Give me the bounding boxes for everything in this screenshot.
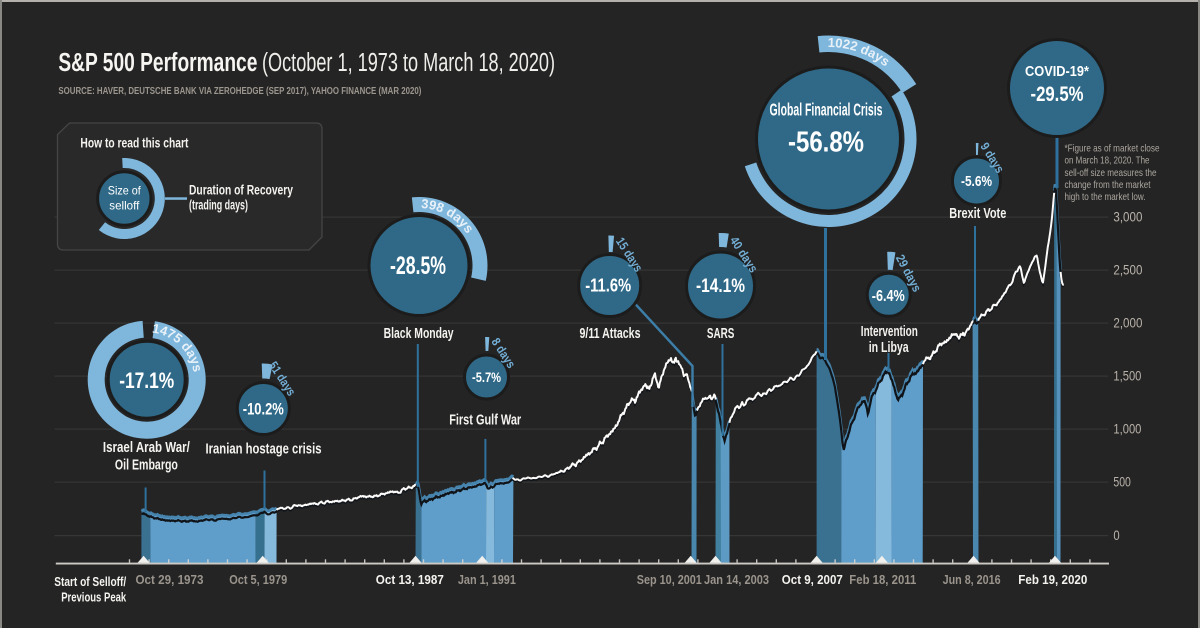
svg-text:-28.5%: -28.5% bbox=[390, 252, 446, 280]
svg-text:-10.2%: -10.2% bbox=[243, 401, 284, 419]
svg-text:Size of: Size of bbox=[108, 183, 142, 197]
svg-text:Oct 29, 1973: Oct 29, 1973 bbox=[136, 572, 204, 587]
svg-text:-11.6%: -11.6% bbox=[585, 276, 631, 296]
svg-text:S&P 500 Performance: S&P 500 Performance bbox=[58, 49, 257, 77]
svg-text:Oct 9, 2007: Oct 9, 2007 bbox=[782, 572, 843, 587]
svg-text:500: 500 bbox=[1113, 474, 1131, 489]
svg-text:in Libya: in Libya bbox=[869, 340, 910, 356]
svg-text:SOURCE: HAVER, DEUTSCHE BANK V: SOURCE: HAVER, DEUTSCHE BANK VIA ZEROHED… bbox=[58, 85, 421, 97]
svg-text:(October 1, 1973 to March 18,: (October 1, 1973 to March 18, 2020) bbox=[262, 49, 555, 77]
svg-text:0: 0 bbox=[1113, 528, 1119, 543]
svg-text:Jan 14, 2003: Jan 14, 2003 bbox=[704, 572, 769, 587]
svg-text:-56.8%: -56.8% bbox=[788, 127, 864, 159]
svg-text:Feb 18, 2011: Feb 18, 2011 bbox=[849, 572, 916, 587]
svg-text:sell-off size measures the: sell-off size measures the bbox=[1065, 167, 1157, 179]
svg-text:3,000: 3,000 bbox=[1113, 209, 1142, 224]
svg-text:change from the market: change from the market bbox=[1065, 179, 1151, 191]
svg-text:-5.7%: -5.7% bbox=[472, 369, 501, 385]
svg-text:Oct 5, 1979: Oct 5, 1979 bbox=[229, 572, 287, 587]
svg-text:1,500: 1,500 bbox=[1113, 368, 1141, 383]
svg-text:2,500: 2,500 bbox=[1113, 262, 1142, 277]
svg-text:selloff: selloff bbox=[109, 198, 140, 212]
svg-text:Global Financial Crisis: Global Financial Crisis bbox=[770, 100, 883, 120]
svg-text:1,000: 1,000 bbox=[1113, 421, 1141, 436]
svg-text:-14.1%: -14.1% bbox=[696, 276, 745, 297]
svg-text:high to the market low.: high to the market low. bbox=[1065, 191, 1146, 203]
svg-text:Previous Peak: Previous Peak bbox=[61, 589, 127, 604]
svg-text:Start of Selloff/: Start of Selloff/ bbox=[54, 574, 126, 589]
svg-text:Intervention: Intervention bbox=[861, 324, 918, 340]
svg-text:(trading days): (trading days) bbox=[189, 197, 248, 212]
svg-text:*Figure as of market close: *Figure as of market close bbox=[1065, 143, 1160, 155]
svg-text:Israel Arab War/: Israel Arab War/ bbox=[103, 440, 190, 456]
svg-text:9/11 Attacks: 9/11 Attacks bbox=[580, 326, 641, 342]
svg-text:Jan 1, 1991: Jan 1, 1991 bbox=[458, 572, 516, 587]
svg-text:Black Monday: Black Monday bbox=[384, 326, 454, 342]
svg-text:-6.4%: -6.4% bbox=[872, 288, 905, 305]
svg-text:COVID-19*: COVID-19* bbox=[1025, 64, 1089, 80]
svg-text:Oct 13, 1987: Oct 13, 1987 bbox=[376, 572, 444, 587]
svg-text:-5.6%: -5.6% bbox=[961, 174, 992, 190]
svg-text:Iranian hostage crisis: Iranian hostage crisis bbox=[206, 441, 322, 457]
svg-text:2,000: 2,000 bbox=[1113, 315, 1142, 330]
svg-text:How to read this chart: How to read this chart bbox=[80, 136, 188, 151]
svg-text:Brexit Vote: Brexit Vote bbox=[949, 206, 1006, 222]
svg-text:-29.5%: -29.5% bbox=[1031, 83, 1084, 106]
svg-text:Oil Embargo: Oil Embargo bbox=[115, 458, 178, 474]
svg-text:-17.1%: -17.1% bbox=[119, 368, 174, 393]
svg-text:Duration of Recovery: Duration of Recovery bbox=[189, 182, 293, 197]
svg-text:Jun 8, 2016: Jun 8, 2016 bbox=[943, 572, 1001, 587]
svg-text:on March 18, 2020. The: on March 18, 2020. The bbox=[1065, 155, 1150, 167]
svg-text:Feb 19, 2020: Feb 19, 2020 bbox=[1018, 572, 1087, 587]
svg-text:First Gulf War: First Gulf War bbox=[449, 413, 521, 429]
svg-text:SARS: SARS bbox=[707, 326, 735, 342]
svg-text:Sep 10, 2001: Sep 10, 2001 bbox=[637, 572, 702, 587]
